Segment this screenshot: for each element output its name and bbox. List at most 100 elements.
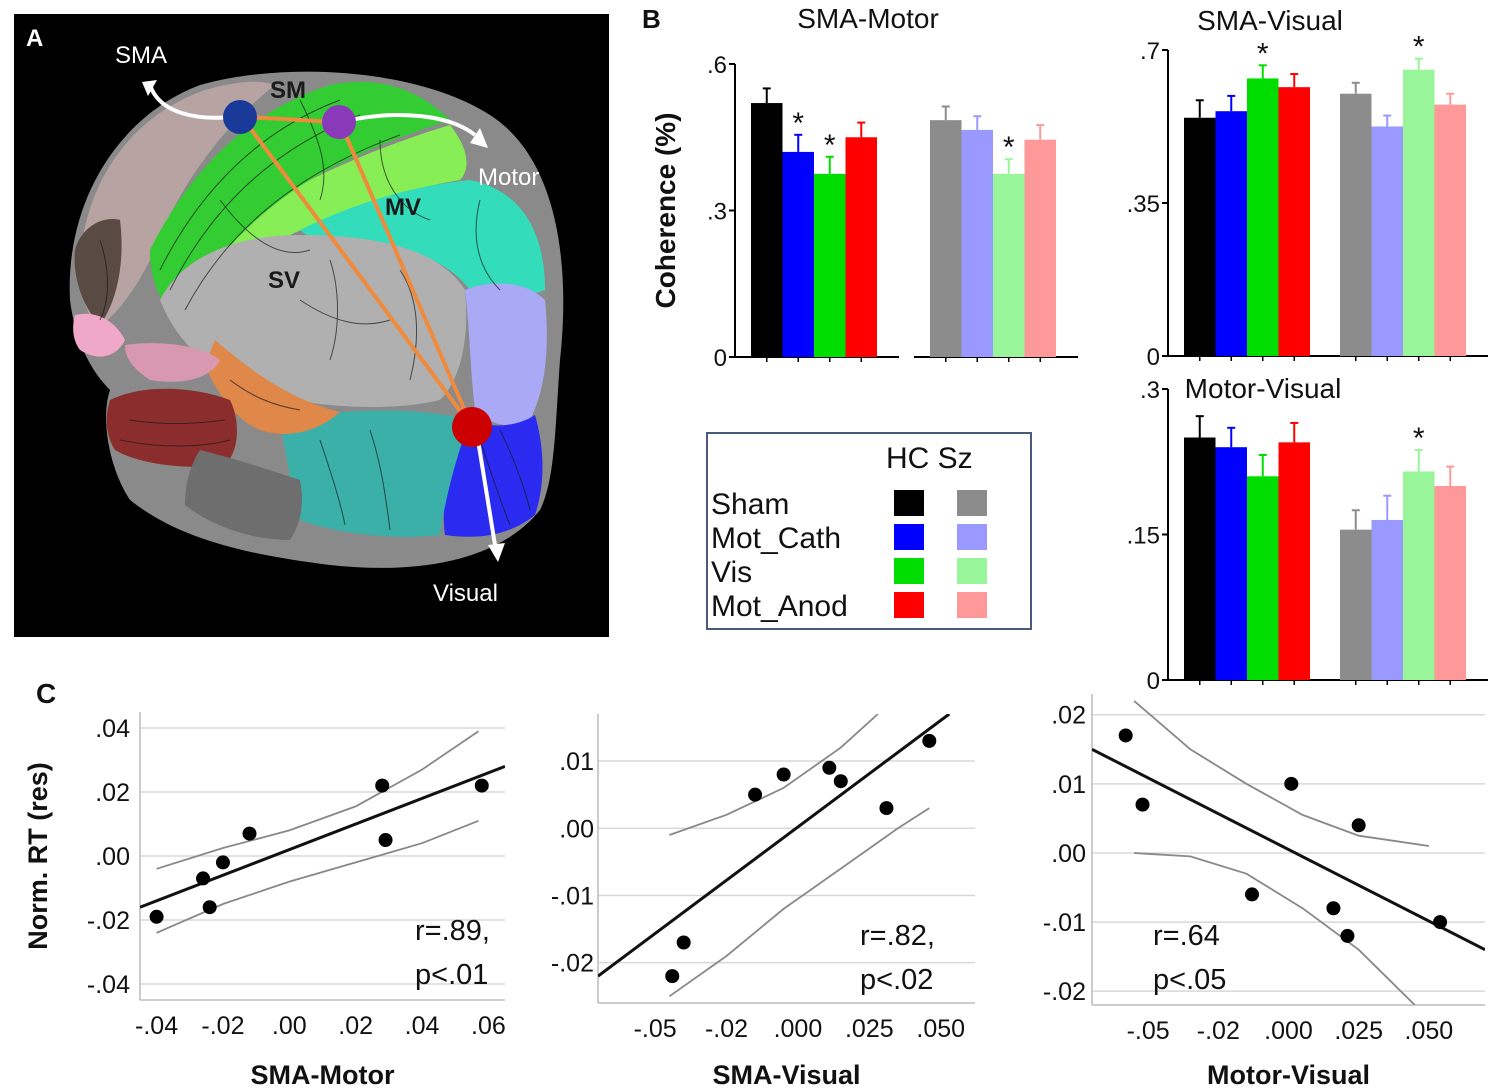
legend-swatch-sz <box>957 558 987 584</box>
y-tick-label: .6 <box>707 52 727 79</box>
x-tick-label: -.02 <box>201 1012 244 1040</box>
legend-label-sham: Sham <box>711 488 789 521</box>
node-sma <box>223 100 257 134</box>
scatter-point <box>1135 797 1150 812</box>
y-tick-label: .00 <box>95 843 130 871</box>
ci-lower-curve <box>668 807 930 998</box>
region-inferior <box>185 450 302 540</box>
scatter-motor-visual: .02 .01 .00 -.01 -.02 -.05 -.02 .000 .025 .050 r=.… <box>1043 694 1485 1090</box>
annotation-r: r=.64 <box>1153 920 1220 952</box>
region-insula <box>205 340 340 434</box>
node-sm <box>322 105 356 139</box>
label-motor: Motor <box>478 164 539 191</box>
scatter-point <box>196 871 211 886</box>
annotation-r: r=.89, <box>415 915 490 947</box>
bar-hc-sham <box>1184 117 1216 356</box>
bar-sz-mot_cath <box>1371 126 1403 356</box>
y-tick-label: 0 <box>714 345 727 372</box>
annotation-p: p<.05 <box>1153 964 1226 996</box>
y-tick-label: -.01 <box>1043 909 1086 937</box>
x-axis-label: SMA-Visual <box>712 1060 860 1090</box>
label-visual: Visual <box>433 580 498 607</box>
x-tick-label: .025 <box>845 1015 894 1043</box>
region-frontal <box>79 81 275 330</box>
annotation-p: p<.01 <box>415 959 488 991</box>
legend-swatch-hc <box>894 490 924 516</box>
scatter-point <box>879 801 894 816</box>
y-tick-label: 0 <box>1147 344 1160 371</box>
bar-sz-sham <box>1340 529 1372 680</box>
legend-swatch-sz <box>957 592 987 618</box>
panel-label-c: C <box>36 678 56 709</box>
legend-header: HC Sz <box>886 442 973 475</box>
y-tick-label: .01 <box>559 748 594 776</box>
annotation-p: p<.02 <box>860 964 933 996</box>
bar-hc-vis <box>814 173 846 357</box>
ci-lower-curve <box>1134 852 1416 1005</box>
region-occipital <box>465 283 547 426</box>
legend-swatch-sz <box>957 490 987 516</box>
scatter-point <box>474 778 489 793</box>
legend-label-mot_cath: Mot_Cath <box>711 522 841 555</box>
scatter-point <box>1433 915 1448 930</box>
y-tick-label: -.02 <box>87 907 130 935</box>
scatter-point <box>833 774 848 789</box>
region-anterior <box>74 219 122 325</box>
y-tick-label: .02 <box>95 779 130 807</box>
region-cingulate <box>125 343 220 382</box>
y-tick-label: .3 <box>1140 377 1160 404</box>
bar-sz-mot_cath <box>1371 519 1403 680</box>
scatter-point <box>242 826 257 841</box>
x-tick-label: .02 <box>338 1012 373 1040</box>
bar-sz-sham <box>930 120 962 358</box>
scatter-point <box>665 969 680 984</box>
y-tick-label: -.01 <box>551 882 594 910</box>
y-axis-label: Norm. RT (res) <box>23 762 53 950</box>
y-tick-label: -.02 <box>1043 978 1086 1006</box>
x-tick-label: .050 <box>916 1015 965 1043</box>
bar-sz-mot_anod <box>1434 104 1466 357</box>
region-orbital <box>73 313 125 357</box>
bar-sz-mot_anod <box>1024 139 1056 357</box>
bar-hc-sham <box>1184 437 1216 680</box>
scatter-point <box>1118 728 1133 743</box>
bar-chart-sma-visual: SMA-Visual .7 .35 0 * * <box>1127 5 1488 371</box>
fit-line <box>598 714 951 978</box>
y-tick-label: 0 <box>1147 668 1160 695</box>
ci-upper-curve <box>156 730 480 870</box>
x-axis-label: Motor-Visual <box>1207 1060 1370 1090</box>
node-visual <box>452 407 492 447</box>
legend-label-mot_anod: Mot_Anod <box>711 590 848 623</box>
x-tick-label: .06 <box>471 1012 506 1040</box>
legend-swatch-hc <box>894 592 924 618</box>
bar-hc-mot_cath <box>1215 447 1247 680</box>
sulcal-lines <box>99 99 531 531</box>
region-temporal <box>280 410 470 537</box>
y-tick-label: .15 <box>1127 523 1160 550</box>
scatter-point <box>676 935 691 950</box>
x-tick-label: .000 <box>774 1015 823 1043</box>
y-tick-label: .00 <box>1051 840 1086 868</box>
panel-label-b: B <box>642 4 661 34</box>
bar-sz-vis <box>1403 69 1435 357</box>
scatter-point <box>215 855 230 870</box>
bar-chart-title-motor-visual: Motor-Visual <box>1185 373 1342 404</box>
scatter-point <box>748 787 763 802</box>
bar-hc-mot_cath <box>782 151 814 357</box>
bar-chart-motor-visual: Motor-Visual .3 .15 0 * <box>1127 373 1488 695</box>
fit-line <box>140 765 505 909</box>
bar-hc-vis <box>1247 78 1279 357</box>
y-tick-label: -.04 <box>87 971 130 999</box>
ci-upper-curve <box>669 714 879 836</box>
y-tick-label: .02 <box>1051 702 1086 730</box>
x-tick-label: .025 <box>1334 1017 1383 1045</box>
x-tick-label: .050 <box>1405 1017 1454 1045</box>
annotation-r: r=.82, <box>860 920 935 952</box>
bar-chart-title-sma-visual: SMA-Visual <box>1197 5 1343 36</box>
bar-chart-title-sma-motor: SMA-Motor <box>797 3 939 34</box>
x-tick-label: -.05 <box>1127 1017 1170 1045</box>
significance-star: * <box>792 107 804 140</box>
x-axis-label: SMA-Motor <box>251 1060 395 1090</box>
scatter-point <box>375 778 390 793</box>
